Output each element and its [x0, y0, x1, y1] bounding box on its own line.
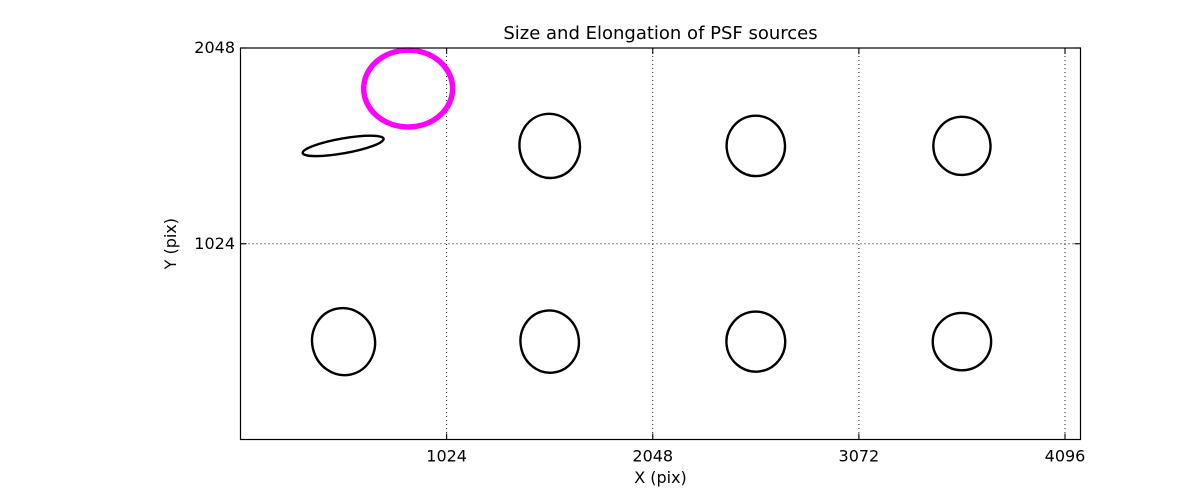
- x-tick-label: 3072: [839, 447, 880, 466]
- psf-ellipse: [310, 306, 377, 377]
- y-axis-label: Y (pix): [161, 218, 180, 270]
- tick-label-layer: 1024 2048 3072 4096 1024 2048: [194, 38, 1085, 466]
- y-tick-label: 2048: [194, 38, 235, 57]
- plot-title: Size and Elongation of PSF sources: [503, 23, 817, 44]
- x-tick-label: 2048: [632, 447, 673, 466]
- y-tick-label: 1024: [194, 234, 235, 253]
- psf-ellipse-layer: [301, 47, 993, 377]
- psf-outlier-circle: [360, 47, 456, 130]
- psf-ellipse: [725, 310, 787, 373]
- x-tick-label: 4096: [1045, 447, 1086, 466]
- x-axis-label: X (pix): [634, 468, 687, 487]
- psf-ellipse: [725, 114, 787, 178]
- x-tick-label: 1024: [426, 447, 467, 466]
- axis-tick-layer: [240, 47, 1081, 440]
- psf-ellipse: [518, 112, 582, 180]
- psf-ellipse: [931, 311, 993, 372]
- psf-ellipse: [932, 115, 992, 177]
- psf-elongated-ellipse: [301, 134, 385, 158]
- psf-ellipse: [519, 309, 581, 374]
